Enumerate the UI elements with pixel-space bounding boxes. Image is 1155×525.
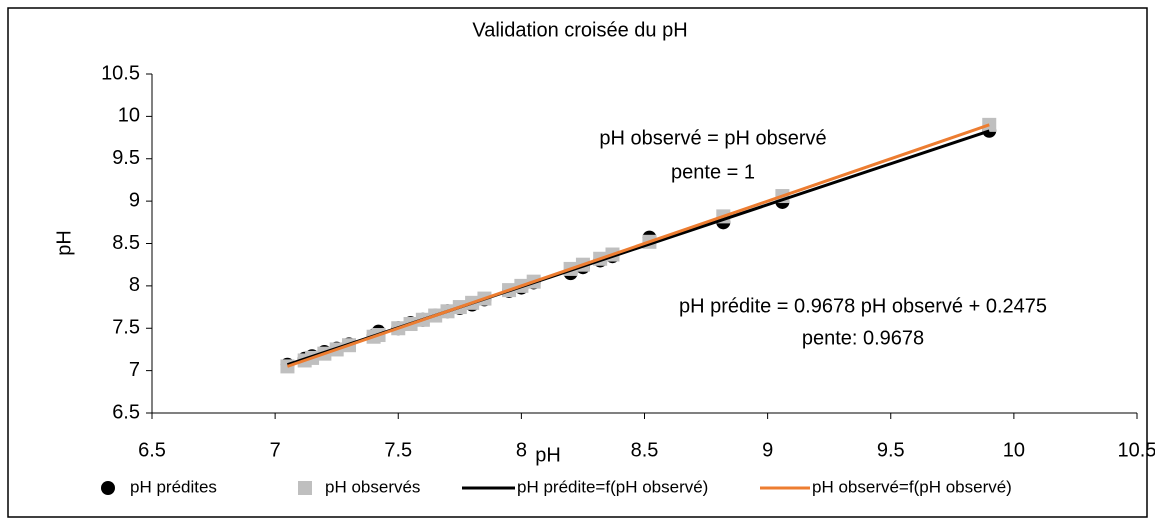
y-tick-label: 6.5 bbox=[112, 401, 140, 423]
legend-swatch bbox=[298, 481, 312, 495]
x-tick-label: 9 bbox=[762, 439, 773, 461]
y-tick-label: 7 bbox=[129, 359, 140, 381]
x-tick-label: 9.5 bbox=[877, 439, 905, 461]
x-tick-label: 6.5 bbox=[138, 439, 166, 461]
x-tick-label: 8.5 bbox=[631, 439, 659, 461]
legend-swatch bbox=[101, 481, 115, 495]
y-axis-label: pH bbox=[53, 230, 75, 256]
annotation: pente = 1 bbox=[671, 161, 755, 183]
x-axis-label: pH bbox=[535, 444, 561, 466]
y-tick-label: 9 bbox=[129, 189, 140, 211]
legend-label: pH prédites bbox=[130, 477, 217, 496]
y-tick-label: 7.5 bbox=[112, 317, 140, 339]
annotation: pente: 0.9678 bbox=[802, 327, 924, 349]
chart-title: Validation croisée du pH bbox=[472, 19, 687, 41]
legend-label: pH prédite=f(pH observé) bbox=[517, 477, 708, 496]
x-tick-label: 7 bbox=[270, 439, 281, 461]
y-tick-label: 8 bbox=[129, 274, 140, 296]
annotation: pH prédite = 0.9678 pH observé + 0.2475 bbox=[679, 295, 1047, 317]
y-tick-label: 10 bbox=[118, 105, 140, 127]
x-tick-label: 8 bbox=[516, 439, 527, 461]
x-tick-label: 10.5 bbox=[1118, 439, 1155, 461]
x-tick-label: 10 bbox=[1003, 439, 1025, 461]
legend-label: pH observés bbox=[325, 477, 420, 496]
y-tick-label: 9.5 bbox=[112, 147, 140, 169]
y-tick-label: 10.5 bbox=[101, 62, 140, 84]
annotation: pH observé = pH observé bbox=[599, 127, 826, 149]
x-tick-label: 7.5 bbox=[384, 439, 412, 461]
y-tick-label: 8.5 bbox=[112, 232, 140, 254]
legend-label: pH observé=f(pH observé) bbox=[812, 477, 1012, 496]
trend-line bbox=[286, 123, 990, 368]
